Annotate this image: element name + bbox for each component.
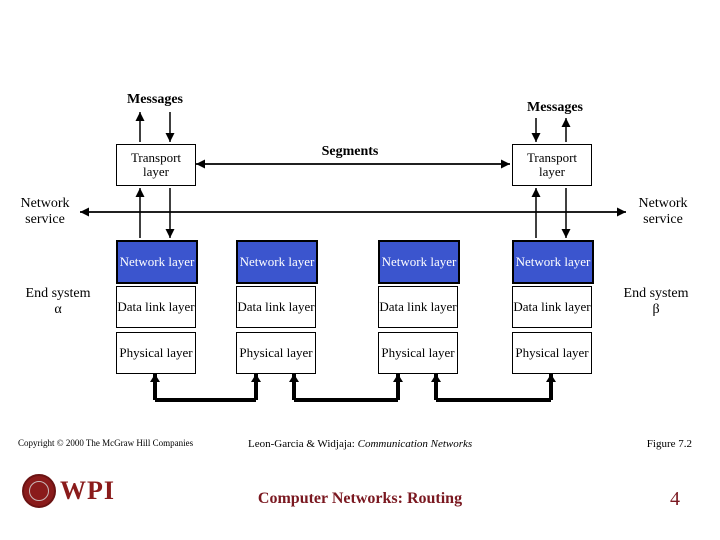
end-system-beta-label: End system β: [608, 286, 704, 318]
wpi-logo: WPI: [22, 474, 115, 508]
wpi-text: WPI: [60, 476, 115, 506]
arrows-overlay: [0, 0, 720, 540]
datalink-layer-box-3: Data link layer: [512, 286, 592, 328]
page-number: 4: [670, 488, 680, 511]
physical-layer-box-1: Physical layer: [236, 332, 316, 374]
physical-layer-box-0: Physical layer: [116, 332, 196, 374]
wpi-seal-icon: [22, 474, 56, 508]
physical-layer-box-3: Physical layer: [512, 332, 592, 374]
datalink-layer-box-2: Data link layer: [378, 286, 458, 328]
datalink-layer-box-0: Data link layer: [116, 286, 196, 328]
network-service-left-label: Network service: [10, 196, 80, 228]
datalink-layer-box-1: Data link layer: [236, 286, 316, 328]
copyright-text: Copyright © 2000 The McGraw Hill Compani…: [18, 438, 193, 448]
network-layer-box-0: Network layer: [116, 240, 198, 284]
network-layer-box-3: Network layer: [512, 240, 594, 284]
messages-right-label: Messages: [500, 100, 610, 116]
segments-label: Segments: [290, 144, 410, 160]
transport-layer-box-right: Transport layer: [512, 144, 592, 186]
physical-layer-box-2: Physical layer: [378, 332, 458, 374]
messages-left-label: Messages: [100, 92, 210, 108]
network-service-right-label: Network service: [628, 196, 698, 228]
figure-number: Figure 7.2: [647, 438, 692, 450]
citation-text: Leon-Garcia & Widjaja: Communication Net…: [248, 438, 472, 450]
network-layer-box-2: Network layer: [378, 240, 460, 284]
network-layer-box-1: Network layer: [236, 240, 318, 284]
transport-layer-box-left: Transport layer: [116, 144, 196, 186]
end-system-alpha-label: End system α: [10, 286, 106, 318]
